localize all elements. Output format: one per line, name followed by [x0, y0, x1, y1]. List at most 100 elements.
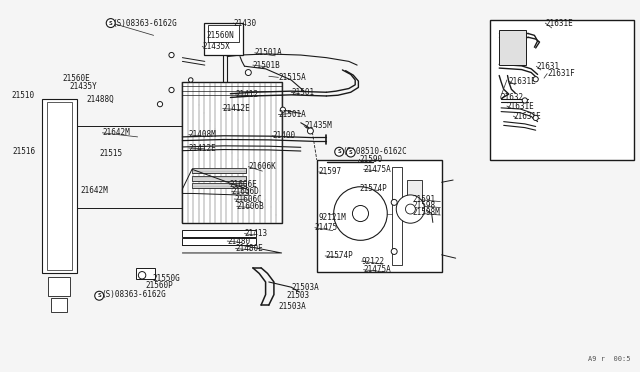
Text: 21412E: 21412E	[189, 144, 216, 153]
Text: 21631: 21631	[536, 62, 559, 71]
Circle shape	[307, 128, 314, 134]
Circle shape	[169, 52, 174, 58]
Text: 21606K: 21606K	[248, 162, 276, 171]
Text: 92122: 92122	[362, 257, 385, 266]
Text: 21435Y: 21435Y	[69, 82, 97, 91]
Text: 21560E: 21560E	[63, 74, 90, 83]
Circle shape	[189, 78, 193, 82]
Text: 21631E: 21631E	[545, 19, 573, 28]
Text: 21501: 21501	[291, 88, 314, 97]
Circle shape	[346, 148, 355, 157]
Text: 21598M: 21598M	[413, 208, 440, 217]
Text: 21631F: 21631F	[547, 69, 575, 78]
Text: 21516: 21516	[13, 147, 36, 156]
Circle shape	[406, 204, 415, 214]
Text: 21475A: 21475A	[364, 165, 391, 174]
Text: 21435M: 21435M	[304, 121, 332, 130]
Text: 21574P: 21574P	[325, 251, 353, 260]
Text: 21632: 21632	[500, 93, 524, 102]
Text: 21435X: 21435X	[202, 42, 230, 51]
Bar	[182, 238, 256, 245]
Bar	[136, 268, 155, 279]
Text: (S)08510-6162C: (S)08510-6162C	[342, 147, 407, 156]
Text: 21501A: 21501A	[278, 110, 306, 119]
Circle shape	[245, 70, 252, 76]
Text: 21480E: 21480E	[236, 244, 263, 253]
Circle shape	[522, 98, 527, 103]
Text: 21501A: 21501A	[255, 48, 282, 57]
Bar	[499, 30, 526, 65]
Circle shape	[391, 248, 397, 254]
Bar	[204, 23, 243, 55]
Text: 21503: 21503	[287, 291, 310, 300]
Text: 21606E: 21606E	[229, 180, 257, 189]
Bar	[392, 167, 402, 265]
Circle shape	[396, 195, 424, 223]
Text: 21412: 21412	[236, 90, 259, 99]
Text: 21480: 21480	[227, 237, 250, 246]
Circle shape	[391, 199, 397, 205]
Text: 21606C: 21606C	[234, 195, 262, 203]
Text: S: S	[109, 20, 113, 26]
Text: 21412E: 21412E	[223, 104, 250, 113]
Text: 21430: 21430	[234, 19, 257, 28]
Text: S: S	[337, 149, 341, 154]
Bar	[490, 20, 634, 160]
Text: 21488Q: 21488Q	[86, 95, 114, 104]
Text: 21560P: 21560P	[146, 281, 173, 290]
Text: 21413: 21413	[244, 229, 268, 238]
Text: 21510: 21510	[12, 92, 35, 100]
Bar	[47, 102, 72, 270]
Circle shape	[533, 115, 538, 121]
Bar	[192, 183, 246, 188]
Circle shape	[106, 19, 115, 28]
Circle shape	[353, 205, 369, 222]
Circle shape	[95, 291, 104, 300]
Text: 21590: 21590	[360, 155, 383, 164]
Bar	[51, 298, 67, 312]
Bar	[48, 277, 70, 296]
Text: 21408M: 21408M	[189, 130, 216, 139]
Text: 21501B: 21501B	[253, 61, 280, 70]
Bar	[406, 180, 422, 205]
Bar	[208, 25, 239, 42]
Text: 21631E: 21631E	[507, 102, 534, 110]
Text: S: S	[349, 150, 353, 155]
Circle shape	[333, 187, 387, 240]
Text: 21475A: 21475A	[364, 265, 391, 274]
Text: 21550G: 21550G	[152, 274, 180, 283]
Bar	[192, 176, 246, 181]
Text: 21631E: 21631E	[509, 77, 536, 86]
Text: 21591: 21591	[413, 195, 436, 203]
Text: (S)08363-6162G: (S)08363-6162G	[112, 19, 177, 28]
Text: 21503A: 21503A	[291, 283, 319, 292]
Text: 21475: 21475	[315, 223, 338, 232]
Circle shape	[335, 147, 344, 156]
Bar	[192, 168, 246, 173]
Text: 92121M: 92121M	[319, 213, 346, 222]
Text: 21597: 21597	[319, 167, 342, 176]
Circle shape	[138, 272, 146, 279]
Text: 21606B: 21606B	[237, 202, 264, 211]
Circle shape	[280, 107, 285, 112]
Circle shape	[533, 77, 538, 82]
Circle shape	[157, 102, 163, 107]
Text: (S)08363-6162G: (S)08363-6162G	[101, 290, 166, 299]
Bar	[182, 230, 256, 237]
Text: 21515: 21515	[99, 149, 122, 158]
Circle shape	[169, 87, 174, 93]
Text: A9 r  00:5: A9 r 00:5	[588, 356, 630, 362]
Text: S: S	[97, 293, 101, 298]
Text: 21642M: 21642M	[80, 186, 108, 195]
Text: 21606D: 21606D	[232, 187, 259, 196]
Text: 21642M: 21642M	[102, 128, 130, 137]
Text: 21574P: 21574P	[360, 185, 387, 193]
Bar	[317, 160, 442, 272]
Text: 21631E: 21631E	[513, 112, 541, 121]
Text: 21400: 21400	[272, 131, 295, 140]
Bar	[182, 82, 282, 223]
Text: 21503A: 21503A	[278, 302, 306, 311]
Text: 21560N: 21560N	[206, 31, 234, 40]
Text: 21598: 21598	[413, 201, 436, 210]
Text: 21515A: 21515A	[278, 73, 306, 82]
